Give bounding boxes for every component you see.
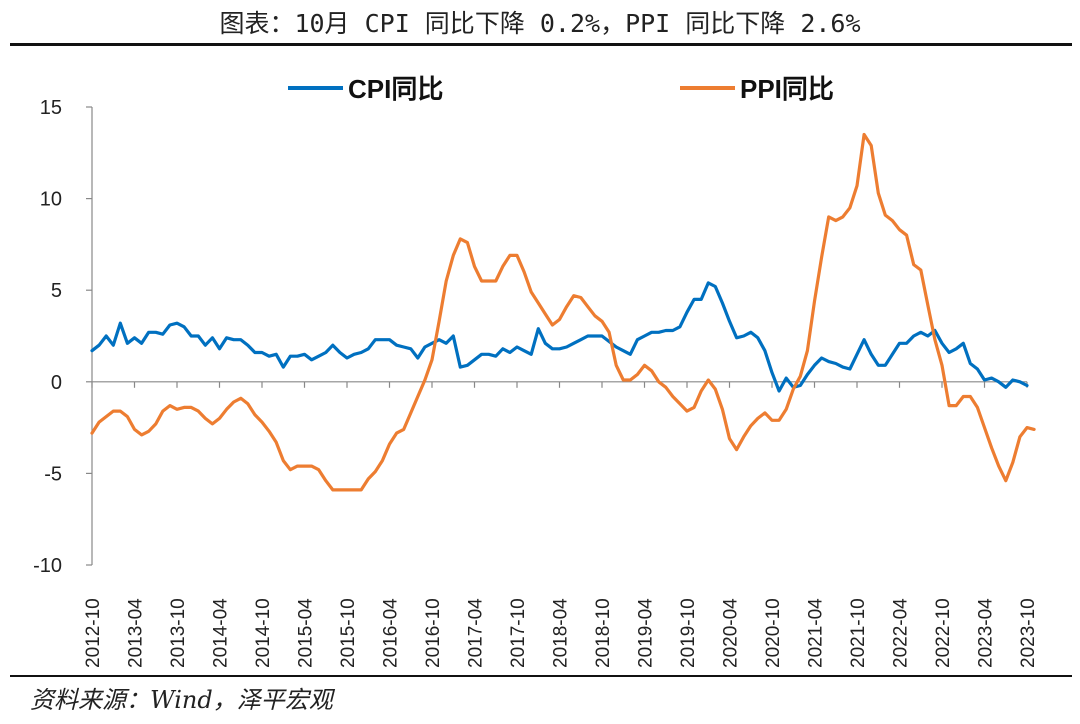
x-tick-label: 2014-10 (253, 598, 274, 668)
x-tick-label: 2012-10 (83, 598, 104, 668)
x-tick-label: 2014-04 (211, 598, 232, 668)
legend: CPI同比 PPI同比 (288, 74, 834, 104)
legend-label-ppi: PPI同比 (740, 74, 834, 104)
x-tick-label: 2016-10 (423, 598, 444, 668)
title-rule (10, 43, 1072, 46)
y-tick-label: 5 (51, 280, 62, 302)
x-tick-label: 2016-04 (381, 598, 402, 668)
x-tick-label: 2017-04 (466, 598, 487, 668)
x-tick-label: 2021-04 (806, 598, 827, 668)
x-tick-label: 2020-04 (721, 598, 742, 668)
x-tick-label: 2022-04 (891, 598, 912, 668)
x-tick-label: 2019-10 (678, 598, 699, 668)
legend-label-cpi: CPI同比 (348, 74, 443, 104)
source-rule (10, 675, 1072, 677)
series-layer (90, 132, 1036, 492)
x-tick-label: 2021-10 (848, 598, 869, 668)
chart-title: 图表：10月 CPI 同比下降 0.2%，PPI 同比下降 2.6% (219, 9, 861, 38)
y-tick-label: 10 (40, 189, 62, 211)
x-tick-label: 2015-10 (338, 598, 359, 668)
y-tick-label: -10 (33, 555, 62, 577)
x-tick-label: 2015-04 (296, 598, 317, 668)
source-note: 资料来源：Wind，泽平宏观 (30, 686, 333, 714)
x-tick-label: 2022-10 (933, 598, 954, 668)
y-tick-label: 0 (51, 372, 62, 394)
y-axis: -10 -5 0 5 10 15 (33, 97, 93, 577)
x-tick-label: 2023-04 (976, 598, 997, 668)
x-tick-label: 2023-10 (1018, 598, 1039, 668)
x-tick-label: 2018-04 (551, 598, 572, 668)
x-tick-label: 2019-04 (636, 598, 657, 668)
series-line-ppi (90, 132, 1036, 492)
x-axis: 2012-10 2013-04 2013-10 2014-04 2014-10 2015-… (83, 381, 1039, 668)
x-tick-label: 2017-10 (508, 598, 529, 668)
y-tick-label: -5 (44, 463, 62, 485)
series-line-cpi (90, 281, 1029, 393)
x-tick-label: 2020-10 (763, 598, 784, 668)
x-tick-label: 2013-10 (168, 598, 189, 668)
x-tick-label: 2018-10 (593, 598, 614, 668)
x-tick-label: 2013-04 (126, 598, 147, 668)
y-tick-label: 15 (40, 97, 62, 119)
